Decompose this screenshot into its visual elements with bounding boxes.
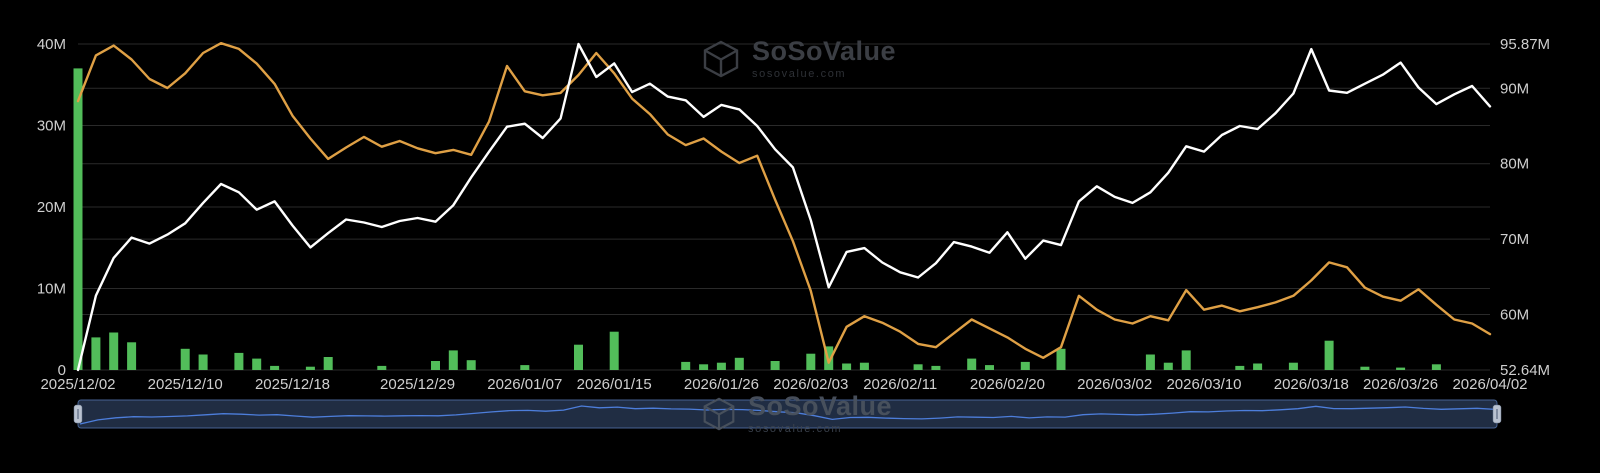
x-axis-label: 2026/04/02: [1452, 376, 1527, 393]
green-bar-series: [73, 68, 1441, 371]
netflow-bar: [985, 365, 994, 370]
netflow-bar: [198, 354, 208, 370]
orange-line: [76, 42, 1492, 364]
x-axis-label: 2026/02/03: [773, 376, 848, 393]
netflow-bar: [448, 350, 458, 370]
y-axis-left-label: 0: [58, 362, 66, 379]
x-axis-label: 2026/03/02: [1077, 376, 1152, 393]
netflow-bar: [716, 362, 726, 370]
netflow-bar: [1253, 363, 1263, 370]
netflow-bar: [1181, 350, 1191, 370]
netflow-bar: [127, 342, 137, 370]
netflow-bar: [109, 332, 119, 370]
y-axis-right-label: 70M: [1500, 231, 1529, 248]
netflow-bar: [806, 353, 816, 370]
netflow-bar: [699, 364, 709, 370]
netflow-bar: [967, 358, 977, 370]
netflow-bar: [931, 365, 941, 370]
y-axis-left-label: 30M: [37, 118, 66, 135]
x-axis-label: 2026/03/10: [1166, 376, 1241, 393]
data-zoom-navigator[interactable]: [73, 399, 1502, 429]
netflow-bar: [91, 337, 101, 370]
y-axis-right-label: 60M: [1500, 307, 1529, 324]
netflow-bar: [1431, 364, 1441, 370]
netflow-bar: [734, 357, 744, 370]
netflow-bar: [609, 331, 619, 370]
netflow-bar: [770, 361, 780, 370]
x-axis: 2025/12/02 2025/12/10 2025/12/18 2025/12/29…: [40, 376, 1527, 393]
x-axis-label: 2026/03/26: [1363, 376, 1438, 393]
netflow-bar: [377, 365, 387, 370]
netflow-bar: [520, 365, 530, 370]
y-axis-left-label: 20M: [37, 199, 66, 216]
netflow-bar: [1288, 362, 1298, 370]
x-axis-label: 2025/12/18: [255, 376, 330, 393]
x-axis-label: 2026/03/18: [1274, 376, 1349, 393]
x-axis-label: 2025/12/10: [148, 376, 223, 393]
grid-lines: [78, 43, 1490, 371]
x-axis-label: 2026/02/11: [863, 376, 937, 393]
netflow-bar: [913, 364, 923, 370]
netflow-bar: [180, 348, 190, 370]
y-axis-right-label: 95.87M: [1500, 36, 1550, 53]
white-line: [76, 42, 1492, 372]
y-axis-left: 0 10M 20M 30M 40M: [37, 36, 66, 379]
netflow-bar: [323, 357, 333, 370]
y-axis-right-label: 52.64M: [1500, 362, 1550, 379]
y-axis-right: 52.64M 60M 70M 80M 90M 95.87M: [1500, 36, 1550, 379]
netflow-bar: [234, 352, 244, 370]
netflow-bar: [73, 68, 83, 371]
netflow-bar: [681, 361, 691, 370]
x-axis-label: 2026/01/26: [684, 376, 759, 393]
netflow-bar: [270, 365, 280, 370]
netflow-bar: [842, 363, 852, 370]
netflow-bar: [1163, 362, 1173, 370]
x-axis-label: 2025/12/02: [40, 376, 115, 393]
netflow-bar: [252, 358, 262, 370]
x-axis-label: 2026/02/20: [970, 376, 1045, 393]
netflow-bar: [574, 344, 583, 370]
x-axis-label: 2025/12/29: [380, 376, 455, 393]
netflow-bar: [1056, 348, 1066, 370]
navigator-sparkline: [79, 405, 1496, 425]
y-axis-right-label: 90M: [1500, 80, 1529, 97]
netflow-bar: [1396, 367, 1406, 370]
netflow-bar: [1324, 340, 1334, 370]
x-axis-label: 2026/01/15: [577, 376, 652, 393]
y-axis-left-label: 40M: [37, 36, 66, 53]
y-axis-left-label: 10M: [37, 281, 66, 298]
netflow-bar: [1360, 366, 1370, 370]
navigator-selection: [78, 400, 1497, 428]
netflow-bar: [859, 362, 869, 370]
netflow-bar: [305, 366, 315, 370]
netflow-bar: [466, 360, 476, 370]
netflow-bar: [1145, 354, 1155, 370]
y-axis-right-label: 80M: [1500, 156, 1529, 173]
netflow-bar: [1020, 361, 1030, 370]
netflow-bar: [431, 361, 440, 370]
netflow-bar: [1235, 365, 1245, 370]
x-axis-label: 2026/01/07: [487, 376, 562, 393]
